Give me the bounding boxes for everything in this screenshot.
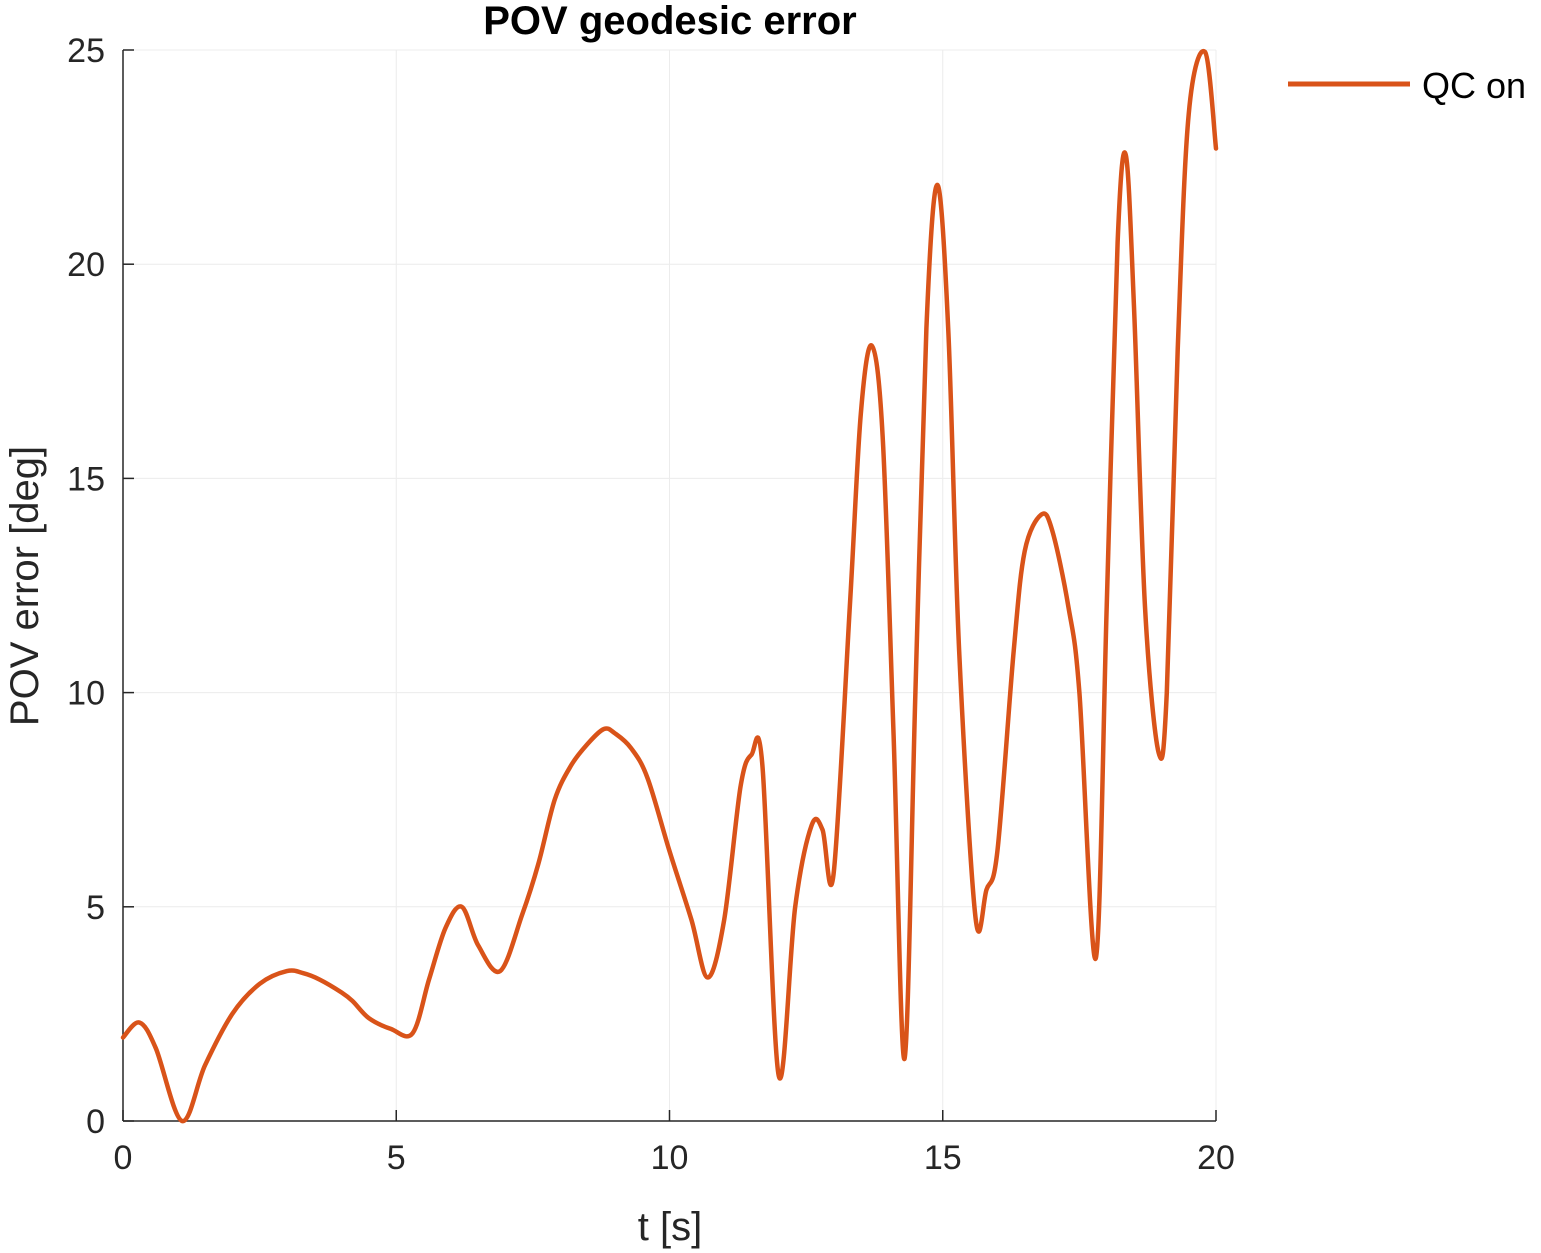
y-tick-label: 20 xyxy=(67,246,105,284)
legend: QC on xyxy=(1288,65,1526,106)
y-tick-label: 5 xyxy=(86,889,105,927)
y-tick-label: 10 xyxy=(67,675,105,713)
x-tick-label: 10 xyxy=(651,1139,689,1177)
x-axis-label: t [s] xyxy=(638,1205,702,1249)
y-tick-label: 0 xyxy=(86,1103,105,1141)
y-axis-label: POV error [deg] xyxy=(3,446,47,726)
ticks: 0 5 10 15 20 0 5 10 15 20 25 xyxy=(67,32,1235,1177)
series-line-qc-on xyxy=(120,48,1219,1124)
x-tick-label: 20 xyxy=(1197,1139,1235,1177)
y-tick-label: 25 xyxy=(67,32,105,70)
legend-label: QC on xyxy=(1422,65,1526,106)
series xyxy=(120,48,1219,1124)
grid xyxy=(122,49,1217,1122)
y-tick-label: 15 xyxy=(67,460,105,498)
x-tick-label: 15 xyxy=(924,1139,962,1177)
x-tick-label: 5 xyxy=(387,1139,406,1177)
chart-title: POV geodesic error xyxy=(483,0,856,43)
x-tick-label: 0 xyxy=(114,1139,133,1177)
